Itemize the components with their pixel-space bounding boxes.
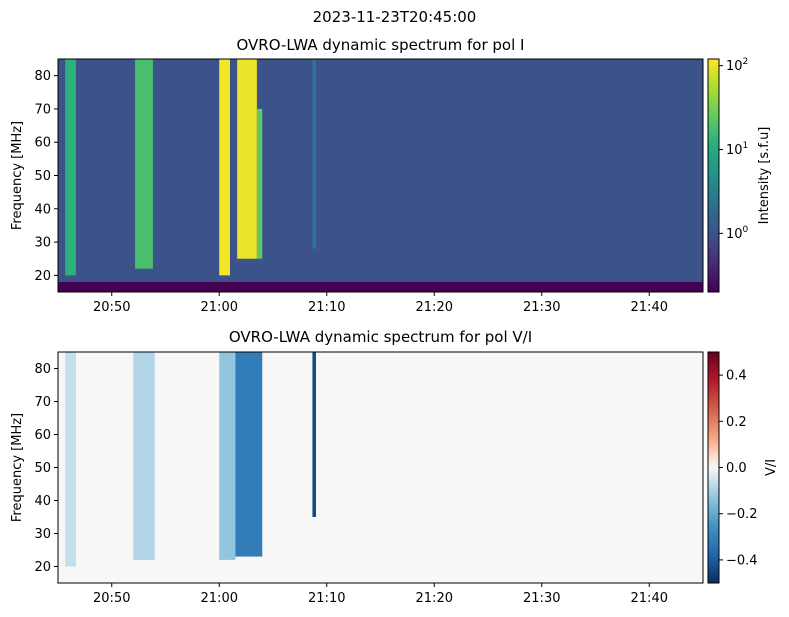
y-tick-label: 70 xyxy=(34,395,51,410)
y-tick-label: 30 xyxy=(34,236,51,251)
heatmap-pol-i xyxy=(58,59,703,292)
y-tick-label: 60 xyxy=(34,428,51,443)
burst-band xyxy=(133,352,155,560)
burst-band xyxy=(65,352,76,567)
burst-band xyxy=(312,352,316,517)
burst-band xyxy=(135,59,153,269)
x-tick-label: 21:30 xyxy=(523,300,560,315)
x-tick-label: 20:50 xyxy=(93,591,130,606)
y-tick-label: 30 xyxy=(34,527,51,542)
heatmap-background xyxy=(58,59,703,292)
colorbar-ticks-pol-vi: 0.4 0.2 0.0 −0.2 −0.4 xyxy=(719,369,758,568)
colorbar-tick-label: 0.4 xyxy=(726,369,747,384)
burst-band xyxy=(219,352,236,560)
y-tick-label: 20 xyxy=(34,269,51,284)
y-tick-label: 20 xyxy=(34,560,51,575)
burst-layer-pol-i xyxy=(58,59,703,292)
x-axis-pol-vi: 20:50 21:00 21:10 21:20 21:30 21:40 xyxy=(93,583,668,606)
y-axis-label-pol-i: Frequency [MHz] xyxy=(10,121,25,230)
y-tick-label: 70 xyxy=(34,102,51,117)
y-tick-label: 80 xyxy=(34,362,51,377)
y-axis-pol-vi: 20 30 40 50 60 70 80 xyxy=(34,362,58,575)
burst-band xyxy=(65,59,76,276)
y-tick-label: 50 xyxy=(34,169,51,184)
colorbar-tick-label: 0.2 xyxy=(726,415,747,430)
colorbar-pol-i xyxy=(707,58,720,293)
colorbar-tick-label: 101 xyxy=(726,141,748,158)
burst-band xyxy=(256,108,263,259)
burst-band xyxy=(235,352,263,557)
x-tick-label: 21:40 xyxy=(631,300,668,315)
panel-pol-i: 20:50 21:00 21:10 21:20 21:30 21:40 20 30 40 50 6… xyxy=(10,57,772,315)
x-tick-label: 21:10 xyxy=(308,591,345,606)
colorbar-tick-label: −0.4 xyxy=(726,553,758,568)
panel-title-pol-vi: OVRO-LWA dynamic spectrum for pol V/I xyxy=(228,328,533,346)
x-tick-label: 20:50 xyxy=(93,300,130,315)
colorbar-label-pol-vi: V/I xyxy=(764,459,779,476)
x-tick-label: 21:00 xyxy=(201,300,238,315)
burst-band xyxy=(312,59,316,249)
y-tick-label: 40 xyxy=(34,202,51,217)
colorbar-label-pol-i: Intensity [s.f.u] xyxy=(757,127,772,225)
panel-title-pol-i: OVRO-LWA dynamic spectrum for pol I xyxy=(236,36,525,54)
y-tick-label: 60 xyxy=(34,136,51,151)
colorbar-pol-vi xyxy=(707,351,720,584)
x-tick-label: 21:20 xyxy=(416,591,453,606)
burst-band xyxy=(237,59,257,259)
colorbar-tick-label: 102 xyxy=(726,57,748,74)
burst-band xyxy=(219,59,230,276)
x-tick-label: 21:20 xyxy=(416,300,453,315)
burst-layer-pol-vi xyxy=(65,352,316,567)
x-tick-label: 21:40 xyxy=(631,591,668,606)
x-tick-label: 21:00 xyxy=(201,591,238,606)
x-tick-label: 21:30 xyxy=(523,591,560,606)
y-tick-label: 40 xyxy=(34,494,51,509)
colorbar-tick-label: 0.0 xyxy=(726,461,747,476)
x-axis-pol-i: 20:50 21:00 21:10 21:20 21:30 21:40 xyxy=(93,292,668,315)
figure-suptitle: 2023-11-23T20:45:00 xyxy=(312,8,477,26)
y-axis-label-pol-vi: Frequency [MHz] xyxy=(10,413,25,522)
colorbar-ticks-pol-i: 100 101 102 xyxy=(719,57,749,242)
x-tick-label: 21:10 xyxy=(308,300,345,315)
heatmap-background xyxy=(58,352,703,583)
panel-pol-vi: 20:50 21:00 21:10 21:20 21:30 21:40 20 30 40 50 6… xyxy=(10,351,779,606)
heatmap-pol-vi xyxy=(58,352,703,583)
y-tick-label: 80 xyxy=(34,69,51,84)
colorbar-tick-label: 100 xyxy=(726,225,749,242)
low-band-strip xyxy=(58,282,703,292)
y-axis-pol-i: 20 30 40 50 60 70 80 xyxy=(34,69,58,284)
colorbar-tick-label: −0.2 xyxy=(726,507,758,522)
y-tick-label: 50 xyxy=(34,461,51,476)
